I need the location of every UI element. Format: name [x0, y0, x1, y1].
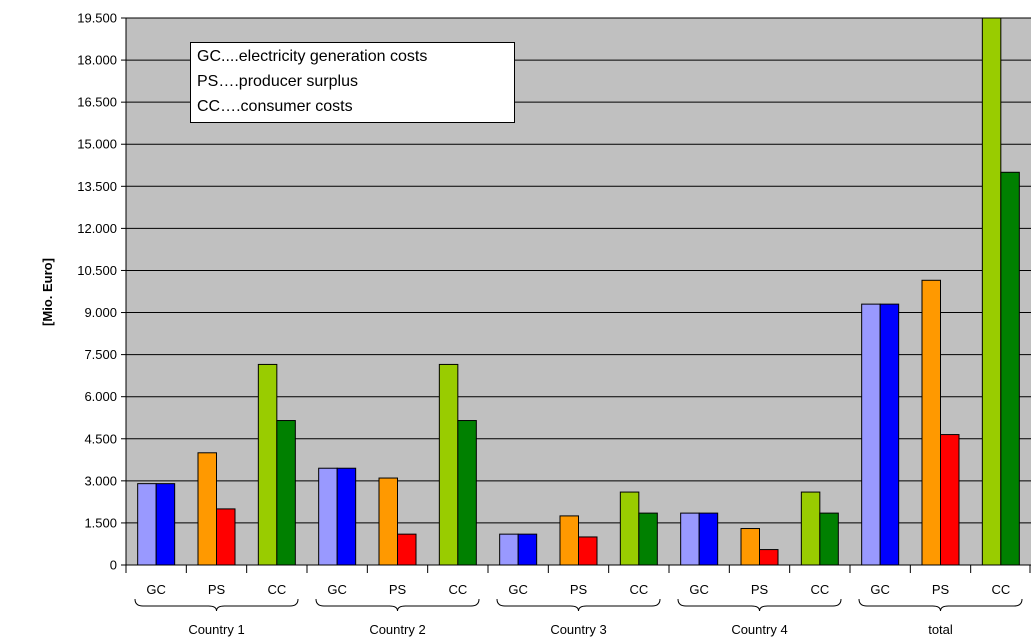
x-tick-label: CC	[991, 582, 1010, 597]
bar	[578, 536, 598, 566]
y-tick-label: 18.000	[77, 53, 117, 68]
bar	[698, 512, 719, 566]
y-tick-label: 9.000	[84, 305, 117, 320]
bar	[517, 533, 538, 566]
y-tick-label: 12.000	[77, 221, 117, 236]
bar	[197, 452, 217, 566]
x-tick-label: PS	[570, 582, 588, 597]
x-tick-label: PS	[208, 582, 226, 597]
y-tick-label: 15.000	[77, 137, 117, 152]
bar	[940, 434, 960, 566]
y-tick-label: 19.500	[77, 11, 117, 26]
y-tick-label: 0	[110, 558, 117, 573]
y-tick-label: 7.500	[84, 347, 117, 362]
group-brace	[677, 598, 842, 612]
bar	[559, 515, 579, 566]
x-tick-label: GC	[327, 582, 347, 597]
bar	[1000, 171, 1020, 566]
annotation-ps: PS….producer surplus	[197, 73, 358, 90]
group-brace	[858, 598, 1023, 612]
x-tick-label: GC	[870, 582, 890, 597]
bar	[336, 467, 357, 566]
bar	[759, 549, 779, 566]
bar	[457, 420, 477, 566]
group-label: total	[928, 622, 953, 637]
y-tick-label: 1.500	[84, 515, 117, 530]
y-tick-label: 4.500	[84, 431, 117, 446]
y-tick-label: 6.000	[84, 389, 117, 404]
annotation-cc: CC….consumer costs	[197, 98, 353, 115]
group-label: Country 2	[369, 622, 425, 637]
bar	[740, 528, 760, 566]
bar	[137, 483, 157, 566]
bar	[800, 491, 821, 566]
bars	[137, 17, 1020, 566]
x-tick-label: GC	[689, 582, 709, 597]
y-tick-label: 3.000	[84, 473, 117, 488]
tick-labels: 0 1.500 3.000 4.500 6.000 7.500 9.000 10.500 12.…	[77, 11, 1010, 638]
bar	[499, 533, 519, 566]
bar	[276, 420, 296, 566]
x-tick-label: CC	[629, 582, 648, 597]
y-tick-label: 10.500	[77, 263, 117, 278]
x-tick-label: CC	[810, 582, 829, 597]
x-tick-label: GC	[508, 582, 528, 597]
bar	[257, 363, 278, 566]
bar	[619, 491, 640, 566]
group-brace	[315, 598, 480, 612]
y-tick-label: 13.500	[77, 179, 117, 194]
x-tick-label: PS	[751, 582, 769, 597]
x-tick-label: PS	[389, 582, 407, 597]
x-tick-label: PS	[932, 582, 950, 597]
bar	[216, 508, 236, 566]
bar	[921, 279, 941, 566]
x-tick-label: CC	[267, 582, 286, 597]
group-label: Country 3	[550, 622, 606, 637]
axes	[121, 17, 1031, 612]
y-tick-label: 16.500	[77, 95, 117, 110]
legend-annotation: GC....electricity generation costs PS….p…	[190, 42, 515, 123]
group-brace	[496, 598, 661, 612]
x-tick-label: GC	[146, 582, 166, 597]
bar	[318, 467, 338, 566]
group-label: Country 4	[731, 622, 787, 637]
bar	[861, 303, 881, 566]
bar	[680, 512, 700, 566]
bar	[981, 17, 1002, 566]
bar	[638, 512, 658, 566]
x-tick-label: CC	[448, 582, 467, 597]
bar	[879, 303, 900, 566]
y-axis-label: [Mio. Euro]	[40, 258, 55, 326]
group-label: Country 1	[188, 622, 244, 637]
bar	[397, 533, 417, 566]
bar	[378, 477, 398, 566]
annotation-gc: GC....electricity generation costs	[197, 48, 428, 65]
bar	[438, 363, 459, 566]
bar	[155, 483, 176, 566]
group-brace	[134, 598, 299, 612]
bar	[819, 512, 839, 566]
